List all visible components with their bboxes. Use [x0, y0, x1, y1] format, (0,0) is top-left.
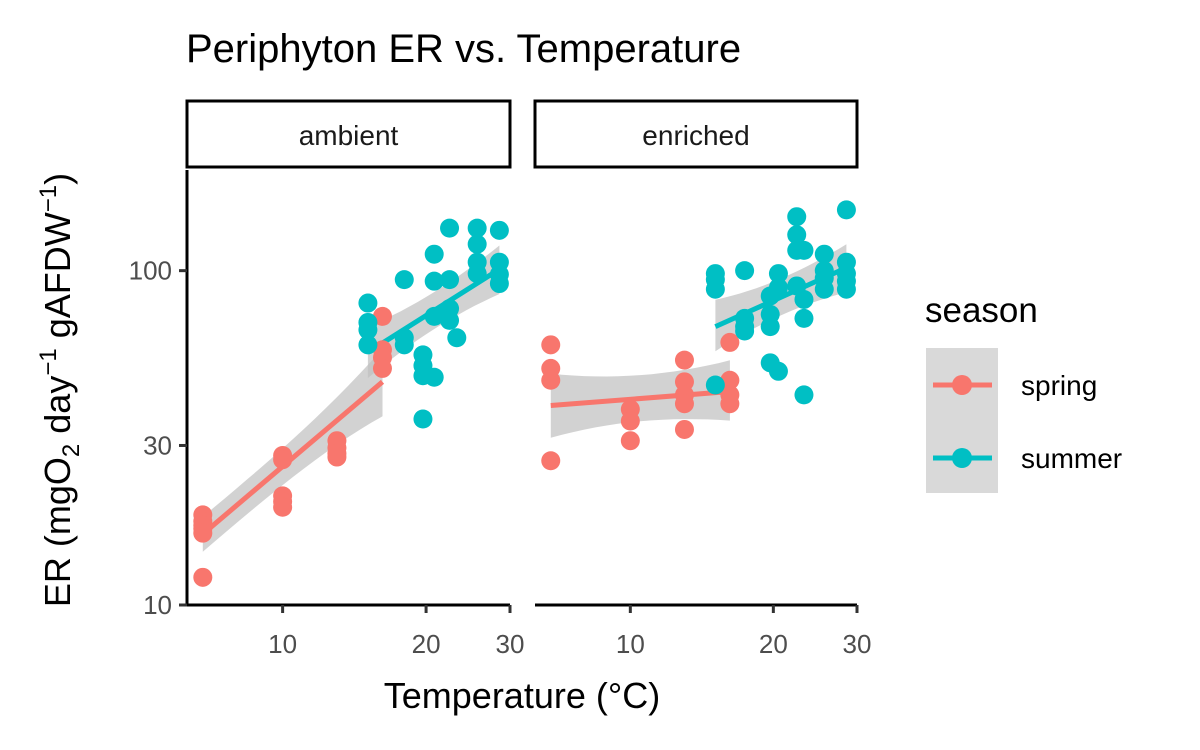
legend-item-summer[interactable]: summer — [933, 443, 1122, 474]
data-point-spring-ambient — [372, 306, 392, 326]
legend-item-spring[interactable]: spring — [933, 370, 1097, 401]
data-point-spring-enriched — [674, 419, 694, 439]
y-axis-title-part: day — [37, 376, 78, 444]
data-point-spring-enriched — [541, 370, 561, 390]
legend-label-spring: spring — [1021, 370, 1097, 401]
data-point-summer-enriched — [794, 385, 814, 405]
data-point-spring-enriched — [674, 394, 694, 414]
data-point-summer-ambient — [440, 270, 460, 290]
data-point-summer-enriched — [794, 308, 814, 328]
data-point-summer-ambient — [394, 270, 414, 290]
data-point-summer-ambient — [467, 218, 487, 238]
y-tick-label: 100 — [129, 256, 172, 286]
strip-label-enriched: enriched — [642, 120, 749, 151]
data-point-spring-enriched — [674, 350, 694, 370]
facet-enriched: enriched — [533, 99, 859, 169]
y-tick-label: 30 — [143, 430, 172, 460]
legend-title: season — [925, 291, 1038, 330]
ci-band-spring-ambient — [202, 348, 383, 552]
data-point-summer-enriched — [836, 279, 856, 299]
y-axis-title-superscript: −1 — [35, 348, 62, 375]
data-point-spring-ambient — [273, 497, 293, 517]
strip-enriched — [533, 99, 859, 169]
y-axis-title-part: ) — [37, 173, 78, 185]
y-axis-title-superscript: −1 — [35, 185, 62, 212]
fit-line-spring-ambient — [201, 379, 385, 536]
data-point-spring-enriched — [674, 372, 694, 392]
data-point-spring-enriched — [720, 332, 740, 352]
data-point-summer-enriched — [705, 279, 725, 299]
data-point-summer-enriched — [705, 375, 725, 395]
data-point-spring-enriched — [620, 431, 640, 451]
data-point-summer-ambient — [358, 320, 378, 340]
data-point-spring-ambient — [327, 447, 347, 467]
data-point-summer-ambient — [489, 220, 509, 240]
x-axis-title: Temperature (°C) — [384, 675, 660, 716]
strip-ambient — [185, 99, 512, 169]
data-point-summer-ambient — [394, 335, 414, 355]
data-point-spring-ambient — [193, 567, 213, 587]
data-point-summer-enriched — [735, 321, 755, 341]
data-point-spring-ambient — [273, 450, 293, 470]
data-point-summer-enriched — [787, 207, 807, 227]
x-tick-label-enriched: 10 — [616, 629, 645, 659]
data-point-summer-enriched — [768, 264, 788, 284]
chart-title: Periphyton ER vs. Temperature — [186, 27, 741, 71]
data-point-summer-enriched — [735, 261, 755, 281]
data-point-summer-enriched — [836, 200, 856, 220]
data-point-summer-ambient — [413, 409, 433, 429]
data-point-summer-ambient — [467, 234, 487, 254]
data-point-spring-enriched — [541, 451, 561, 471]
data-point-summer-ambient — [489, 274, 509, 294]
y-tick-label: 10 — [143, 590, 172, 620]
y-axis-title-subscript: 2 — [58, 444, 85, 457]
data-point-summer-ambient — [440, 310, 460, 330]
legend-key-point-spring — [952, 375, 972, 395]
fit-line-spring-enriched — [550, 389, 731, 409]
data-point-summer-ambient — [440, 218, 460, 238]
data-point-spring-enriched — [541, 335, 561, 355]
x-tick-label-enriched: 30 — [843, 629, 872, 659]
data-point-summer-enriched — [760, 317, 780, 337]
data-point-summer-ambient — [358, 335, 378, 355]
data-point-spring-enriched — [720, 394, 740, 414]
data-point-summer-enriched — [768, 361, 788, 381]
x-tick-label-enriched: 20 — [759, 629, 788, 659]
data-point-spring-ambient — [372, 358, 392, 378]
strip-label-ambient: ambient — [299, 120, 399, 151]
y-axis-title-part: ER (mgO — [37, 457, 78, 607]
legend: season spring summer — [925, 291, 1122, 493]
data-point-summer-enriched — [814, 279, 834, 299]
data-point-summer-enriched — [768, 278, 788, 298]
data-point-spring-ambient — [193, 523, 213, 543]
data-point-summer-ambient — [447, 328, 467, 348]
x-tick-label-ambient: 30 — [496, 629, 525, 659]
y-axis-title-part: gAFDW — [37, 212, 78, 348]
data-point-summer-enriched — [814, 244, 834, 264]
data-point-summer-ambient — [424, 367, 444, 387]
data-point-summer-ambient — [424, 306, 444, 326]
facet-ambient: ambient — [185, 99, 512, 169]
data-point-spring-enriched — [620, 411, 640, 431]
data-point-summer-ambient — [424, 271, 444, 291]
x-tick-label-ambient: 10 — [268, 629, 297, 659]
y-axis-title: ER (mgO2 day−1 gAFDW−1) — [35, 173, 85, 607]
data-point-summer-enriched — [787, 225, 807, 245]
legend-label-summer: summer — [1021, 443, 1122, 474]
data-point-spring-enriched — [720, 370, 740, 390]
data-point-summer-ambient — [358, 293, 378, 313]
data-point-summer-ambient — [467, 264, 487, 284]
data-point-summer-enriched — [794, 240, 814, 260]
legend-key-background — [926, 348, 998, 493]
data-point-summer-enriched — [794, 289, 814, 309]
data-point-summer-ambient — [424, 244, 444, 264]
x-tick-label-ambient: 20 — [412, 629, 441, 659]
legend-key-point-summer — [952, 448, 972, 468]
